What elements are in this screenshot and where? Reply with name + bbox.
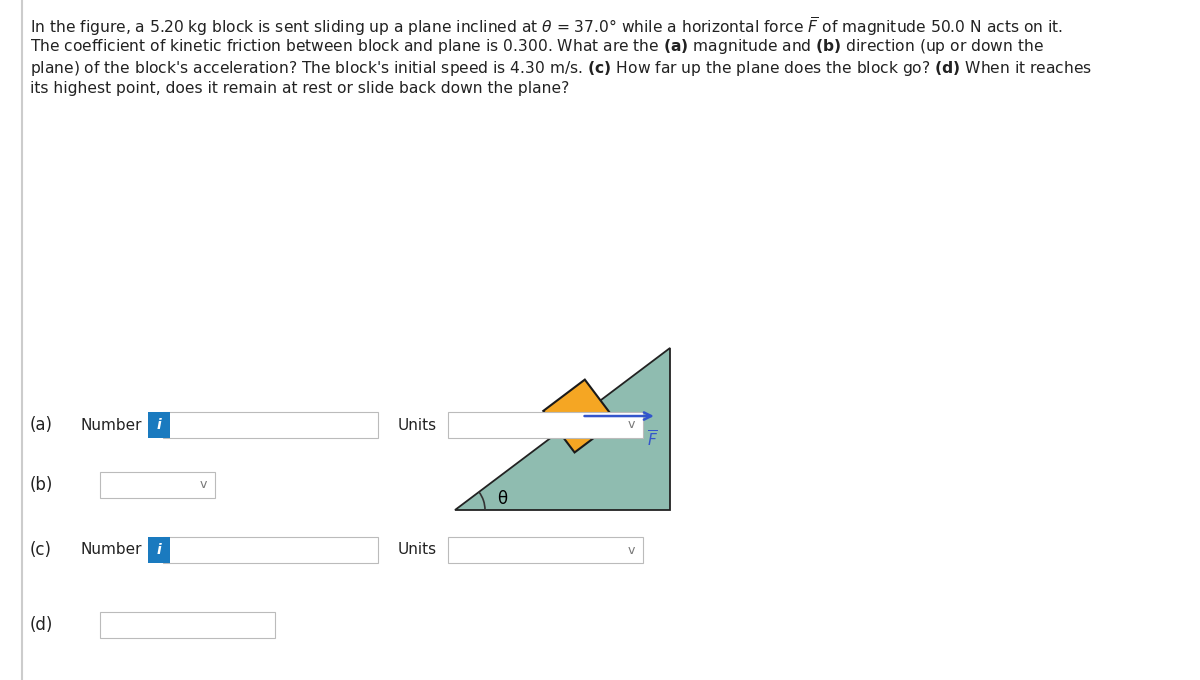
Bar	[148, 537, 170, 563]
Polygon shape	[455, 348, 670, 510]
Text: i: i	[157, 418, 161, 432]
Text: $\overline{F}$: $\overline{F}$	[647, 430, 658, 450]
Text: (a): (a)	[30, 416, 53, 434]
Polygon shape	[544, 379, 616, 452]
Text: Number: Number	[80, 418, 142, 432]
Text: Number: Number	[80, 543, 142, 558]
Bar	[448, 412, 643, 438]
Bar	[163, 537, 378, 563]
Text: θ: θ	[497, 490, 506, 507]
Text: i: i	[157, 543, 161, 557]
Text: Units: Units	[398, 543, 437, 558]
Text: v: v	[628, 543, 635, 556]
Bar	[148, 412, 170, 438]
Bar	[448, 537, 643, 563]
Text: (d): (d)	[30, 616, 53, 634]
Text: The coefficient of kinetic friction between block and plane is 0.300. What are t: The coefficient of kinetic friction betw…	[30, 37, 1044, 56]
Text: v: v	[628, 418, 635, 432]
Bar	[163, 412, 378, 438]
Text: (b): (b)	[30, 476, 53, 494]
Text: Units: Units	[398, 418, 437, 432]
Text: In the figure, a 5.20 kg block is sent sliding up a plane inclined at $\theta$ =: In the figure, a 5.20 kg block is sent s…	[30, 15, 1063, 38]
Text: plane) of the block's acceleration? The block's initial speed is 4.30 m/s. $\mat: plane) of the block's acceleration? The …	[30, 59, 1092, 78]
Bar	[100, 612, 275, 638]
Text: (c): (c)	[30, 541, 52, 559]
Bar	[100, 472, 215, 498]
Text: its highest point, does it remain at rest or slide back down the plane?: its highest point, does it remain at res…	[30, 81, 569, 96]
Text: v: v	[199, 479, 206, 492]
